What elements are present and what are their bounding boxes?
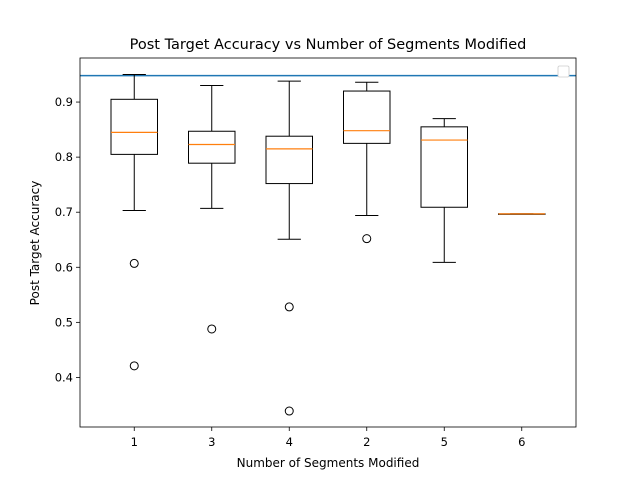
plot-frame bbox=[79, 57, 577, 428]
x-tick-label: 3 bbox=[208, 435, 215, 449]
y-tick-label: 0.8 bbox=[55, 150, 73, 164]
legend-box bbox=[557, 65, 570, 78]
outlier-point bbox=[362, 234, 372, 244]
y-tick-label: 0.7 bbox=[55, 205, 73, 219]
iqr-box bbox=[420, 126, 468, 208]
box-group-2 bbox=[343, 81, 391, 244]
y-tick-label: 0.6 bbox=[55, 260, 73, 274]
x-tick-label: 2 bbox=[363, 435, 370, 449]
outlier-point bbox=[207, 324, 217, 334]
box-group-5 bbox=[420, 118, 468, 263]
y-tick-label: 0.5 bbox=[55, 315, 73, 329]
chart-title: Post Target Accuracy vs Number of Segmen… bbox=[130, 37, 527, 53]
x-axis-label: Number of Segments Modified bbox=[237, 456, 420, 470]
x-tick-label: 1 bbox=[131, 435, 138, 449]
iqr-box bbox=[110, 98, 158, 155]
iqr-box bbox=[343, 90, 391, 144]
iqr-box bbox=[265, 135, 313, 185]
outlier-point bbox=[284, 302, 294, 312]
x-tick-label: 6 bbox=[518, 435, 525, 449]
axis-ticks: 0.4 0.5 0.6 0.7 0.8 0.9 1 3 4 2 5 6 bbox=[55, 95, 526, 449]
outlier-point bbox=[129, 361, 139, 371]
outlier-point bbox=[284, 406, 294, 416]
box-group-3 bbox=[188, 85, 236, 334]
x-tick-label: 4 bbox=[286, 435, 293, 449]
iqr-box bbox=[188, 130, 236, 164]
box-group-6 bbox=[498, 213, 546, 215]
chart-marks bbox=[80, 74, 576, 416]
box-group-4 bbox=[265, 80, 313, 416]
plot-area bbox=[80, 58, 576, 427]
outlier-point bbox=[129, 258, 139, 268]
y-tick-label: 0.9 bbox=[55, 95, 73, 109]
box-group-1 bbox=[110, 74, 158, 371]
x-tick-label: 5 bbox=[441, 435, 448, 449]
y-tick-label: 0.4 bbox=[55, 370, 73, 384]
y-axis-label: Post Target Accuracy bbox=[28, 181, 42, 306]
